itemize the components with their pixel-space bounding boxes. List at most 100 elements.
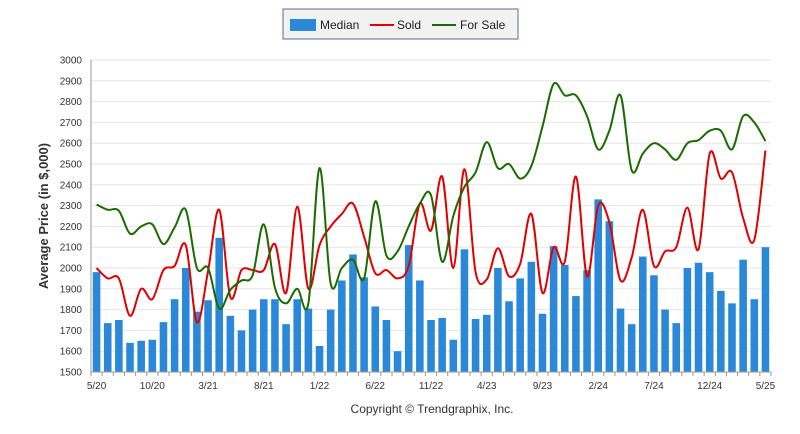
for-sale-line bbox=[96, 81, 767, 311]
y-axis-label: Average Price (in $,000) bbox=[36, 143, 51, 289]
median-bar bbox=[449, 339, 458, 372]
median-bar bbox=[605, 221, 614, 372]
y-tick-label: 2100 bbox=[60, 243, 83, 254]
median-bar bbox=[549, 246, 558, 372]
median-bar bbox=[248, 309, 257, 372]
legend-label-median: Median bbox=[320, 18, 359, 32]
y-tick-label: 2800 bbox=[60, 97, 83, 108]
median-bar bbox=[750, 299, 759, 372]
axes: Average Price (in $,000) 1500 1600 1700 180… bbox=[36, 56, 776, 393]
median-bar bbox=[282, 324, 290, 372]
median-bar bbox=[293, 299, 302, 372]
median-bar bbox=[338, 280, 346, 372]
y-tick-label: 2000 bbox=[60, 264, 83, 275]
median-bar bbox=[215, 237, 223, 372]
median-bar bbox=[627, 324, 636, 372]
median-bar bbox=[639, 256, 647, 372]
median-bar bbox=[148, 339, 157, 372]
series-lines bbox=[95, 81, 767, 324]
median-bar bbox=[193, 311, 201, 372]
median-bar bbox=[204, 300, 212, 372]
y-tick-label: 2300 bbox=[60, 201, 83, 212]
median-bar bbox=[115, 320, 123, 372]
x-tick-label: 4/23 bbox=[477, 381, 497, 392]
median-bar bbox=[661, 309, 669, 372]
median-bar bbox=[527, 261, 536, 372]
median-bar bbox=[126, 342, 134, 372]
x-tick-label: 2/24 bbox=[588, 381, 608, 392]
median-bar bbox=[683, 268, 692, 372]
median-bar bbox=[516, 278, 524, 372]
y-tick-label: 2700 bbox=[60, 118, 83, 129]
sold-line bbox=[95, 150, 767, 324]
y-tick-label: 2400 bbox=[60, 180, 83, 191]
x-tick-label: 1/22 bbox=[310, 381, 330, 392]
median-bar bbox=[103, 323, 112, 372]
x-tick-label: 6/22 bbox=[366, 381, 386, 392]
x-tick-label: 8/21 bbox=[254, 381, 274, 392]
median-bar bbox=[170, 299, 179, 372]
y-tick-label: 1700 bbox=[60, 326, 83, 337]
median-bar bbox=[583, 270, 591, 372]
median-bar bbox=[404, 245, 413, 372]
x-tick-label: 10/20 bbox=[140, 381, 165, 392]
median-bar bbox=[594, 199, 603, 372]
median-bar bbox=[560, 264, 569, 372]
median-bar bbox=[761, 247, 770, 372]
median-bar bbox=[694, 262, 703, 372]
median-bar bbox=[349, 254, 357, 372]
x-tick-label: 11/22 bbox=[419, 381, 444, 392]
median-bar bbox=[304, 308, 313, 372]
y-tick-label: 2600 bbox=[60, 139, 83, 150]
median-bar bbox=[616, 308, 625, 372]
median-bar bbox=[326, 309, 335, 372]
median-bar bbox=[739, 259, 747, 372]
copyright: Copyright © Trendgraphix, Inc. bbox=[351, 402, 514, 416]
x-tick-label: 9/23 bbox=[533, 381, 553, 392]
legend-label-for-sale: For Sale bbox=[460, 18, 506, 32]
median-bar bbox=[705, 272, 714, 372]
median-bar bbox=[226, 315, 235, 372]
median-bar bbox=[371, 306, 380, 372]
median-bar bbox=[650, 275, 658, 372]
x-tick-label: 5/20 bbox=[87, 381, 107, 392]
median-bar bbox=[494, 268, 502, 372]
y-tick-label: 1500 bbox=[60, 368, 83, 379]
y-tick-label: 2900 bbox=[60, 76, 83, 87]
median-bar bbox=[482, 314, 491, 372]
y-tick-label: 3000 bbox=[60, 56, 83, 67]
median-bar bbox=[315, 346, 324, 372]
median-bar bbox=[717, 290, 725, 372]
y-tick-label: 2200 bbox=[60, 222, 83, 233]
median-bar bbox=[505, 301, 513, 372]
median-bar bbox=[181, 268, 190, 372]
median-bar bbox=[572, 296, 580, 372]
median-bar bbox=[672, 323, 681, 372]
median-bar bbox=[259, 299, 268, 372]
median-bar bbox=[460, 249, 469, 372]
median-bar bbox=[427, 320, 435, 372]
legend-swatch-median bbox=[290, 19, 316, 31]
median-bar bbox=[237, 330, 246, 372]
median-bar bbox=[382, 320, 391, 372]
legend: Median Sold For Sale bbox=[282, 8, 519, 40]
y-tick-label: 2500 bbox=[60, 160, 83, 171]
x-tick-label: 3/21 bbox=[198, 381, 218, 392]
x-tick-label: 5/25 bbox=[756, 381, 776, 392]
median-bar bbox=[416, 280, 424, 372]
x-tick-label: 7/24 bbox=[644, 381, 664, 392]
legend-box bbox=[282, 8, 519, 40]
median-bar bbox=[137, 340, 145, 372]
median-bar bbox=[271, 299, 279, 372]
median-bar bbox=[438, 317, 446, 372]
median-bar bbox=[728, 303, 736, 372]
x-tick-label: 12/24 bbox=[697, 381, 722, 392]
median-bar bbox=[393, 351, 402, 372]
median-bar bbox=[538, 313, 547, 372]
median-bar bbox=[360, 277, 368, 372]
median-bar bbox=[92, 272, 101, 372]
median-bars bbox=[92, 199, 770, 372]
y-tick-label: 1600 bbox=[60, 347, 83, 358]
y-tick-label: 1800 bbox=[60, 305, 83, 316]
